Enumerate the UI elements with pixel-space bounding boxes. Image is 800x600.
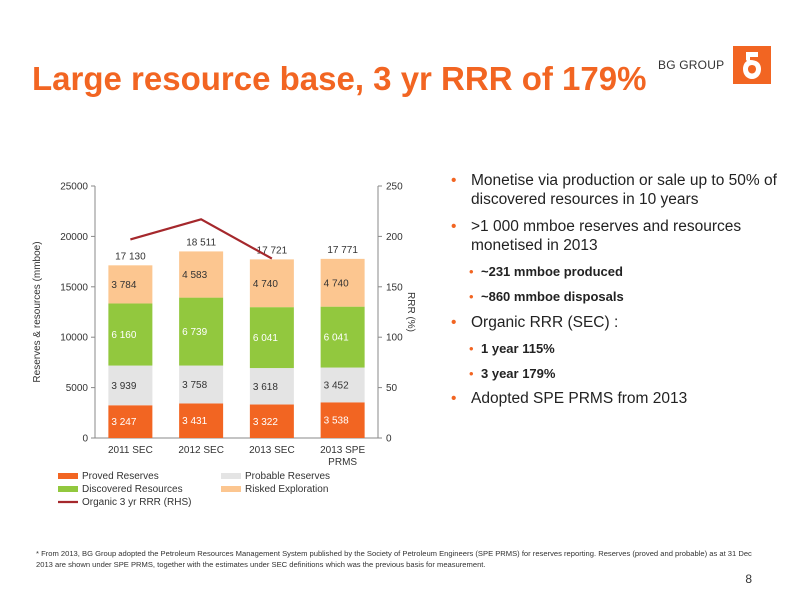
x-tick-label: PRMS	[328, 457, 357, 468]
x-tick-label: 2012 SEC	[178, 445, 224, 456]
y2-axis-title: RRR (%)	[405, 292, 416, 332]
x-tick-label: 2013 SEC	[249, 445, 295, 456]
legend-label: Organic 3 yr RRR (RHS)	[82, 497, 191, 508]
bar-segment	[320, 367, 365, 403]
bar-value-label: 3 431	[182, 416, 207, 427]
bar-segment	[249, 368, 294, 405]
x-tick-label: 2013 SPE	[320, 445, 365, 456]
y-tick-label: 0	[82, 434, 88, 445]
bar-value-label: 3 758	[182, 380, 207, 391]
x-tick-label: 2011 SEC	[108, 445, 153, 456]
y2-tick-label: 50	[386, 383, 398, 394]
y2-tick-label: 250	[386, 182, 403, 193]
slide-title: Large resource base, 3 yr RRR of 179%	[32, 60, 647, 97]
bar-value-label: 4 583	[182, 270, 207, 281]
bar-total-label: 18 511	[186, 237, 216, 248]
legend-label: Risked Exploration	[245, 484, 328, 495]
y-tick-label: 15000	[60, 282, 88, 293]
bullet-item: Organic RRR (SEC) :	[445, 314, 790, 333]
bar-segment	[249, 307, 294, 369]
y2-tick-label: 200	[386, 232, 403, 243]
sub-bullet-item: ~231 mmboe produced	[445, 264, 790, 280]
bar-value-label: 6 739	[182, 327, 207, 338]
y-tick-label: 20000	[60, 232, 88, 243]
bar-value-label: 6 160	[111, 330, 136, 341]
footnote: * From 2013, BG Group adopted the Petrol…	[36, 549, 752, 569]
bar-value-label: 6 041	[253, 333, 278, 344]
bullet-list: Monetise via production or sale up to 50…	[445, 172, 790, 418]
bg-group-logo	[733, 46, 771, 84]
bar-segment	[108, 405, 153, 438]
bar-segment	[320, 306, 365, 368]
bar-segment	[179, 251, 224, 298]
bar-value-label: 6 041	[324, 333, 349, 344]
y2-tick-label: 150	[386, 282, 403, 293]
bullet-item: Adopted SPE PRMS from 2013	[445, 390, 790, 409]
bar-value-label: 3 784	[111, 280, 136, 291]
y2-tick-label: 100	[386, 333, 403, 344]
bar-segment	[179, 297, 224, 366]
y-tick-label: 25000	[60, 182, 88, 193]
bar-segment	[108, 365, 153, 406]
bar-segment	[320, 402, 365, 438]
bar-total-label: 17 130	[115, 251, 146, 262]
sub-bullet-item: ~860 mmboe disposals	[445, 289, 790, 305]
bar-segment	[108, 265, 153, 304]
rrr-line	[130, 218, 273, 260]
bullet-item: Monetise via production or sale up to 50…	[445, 172, 790, 209]
bar-value-label: 3 247	[111, 417, 136, 428]
bar-segment	[249, 404, 294, 438]
legend-swatch	[221, 473, 241, 479]
y-axis-title: Reserves & resources (mmboe)	[32, 241, 43, 382]
bar-total-label: 17 721	[257, 245, 288, 256]
legend-label: Probable Reserves	[245, 471, 330, 482]
legend-swatch	[58, 486, 78, 492]
y2-tick-label: 0	[386, 434, 392, 445]
brand-name: BG GROUP	[658, 58, 725, 72]
y-tick-label: 10000	[60, 333, 88, 344]
bar-segment	[179, 403, 224, 438]
bar-value-label: 4 740	[253, 279, 278, 290]
reserves-chart: 0 5000 10000 15000 20000 25000 0 50 100 150 200 250…	[32, 182, 416, 509]
bullet-item: >1 000 mmboe reserves and resources mone…	[445, 218, 790, 255]
y-tick-label: 5000	[66, 383, 89, 394]
legend-swatch	[58, 473, 78, 479]
bar-segment	[320, 258, 365, 307]
bar-value-label: 3 538	[324, 416, 349, 427]
legend-label: Proved Reserves	[82, 471, 159, 482]
bar-value-label: 3 618	[253, 382, 278, 393]
bar-segment	[249, 259, 294, 308]
bar-total-label: 17 771	[327, 245, 358, 256]
legend-swatch	[221, 486, 241, 492]
bar-value-label: 3 322	[253, 417, 278, 428]
bar-value-label: 4 740	[324, 278, 349, 289]
legend-label: Discovered Resources	[82, 484, 183, 495]
bar-segment	[108, 303, 153, 366]
page-number: 8	[745, 572, 752, 586]
bar-value-label: 3 939	[111, 381, 136, 392]
bar-segment	[179, 365, 224, 404]
sub-bullet-item: 1 year 115%	[445, 341, 790, 357]
bar-value-label: 3 452	[324, 380, 349, 391]
sub-bullet-item: 3 year 179%	[445, 366, 790, 382]
